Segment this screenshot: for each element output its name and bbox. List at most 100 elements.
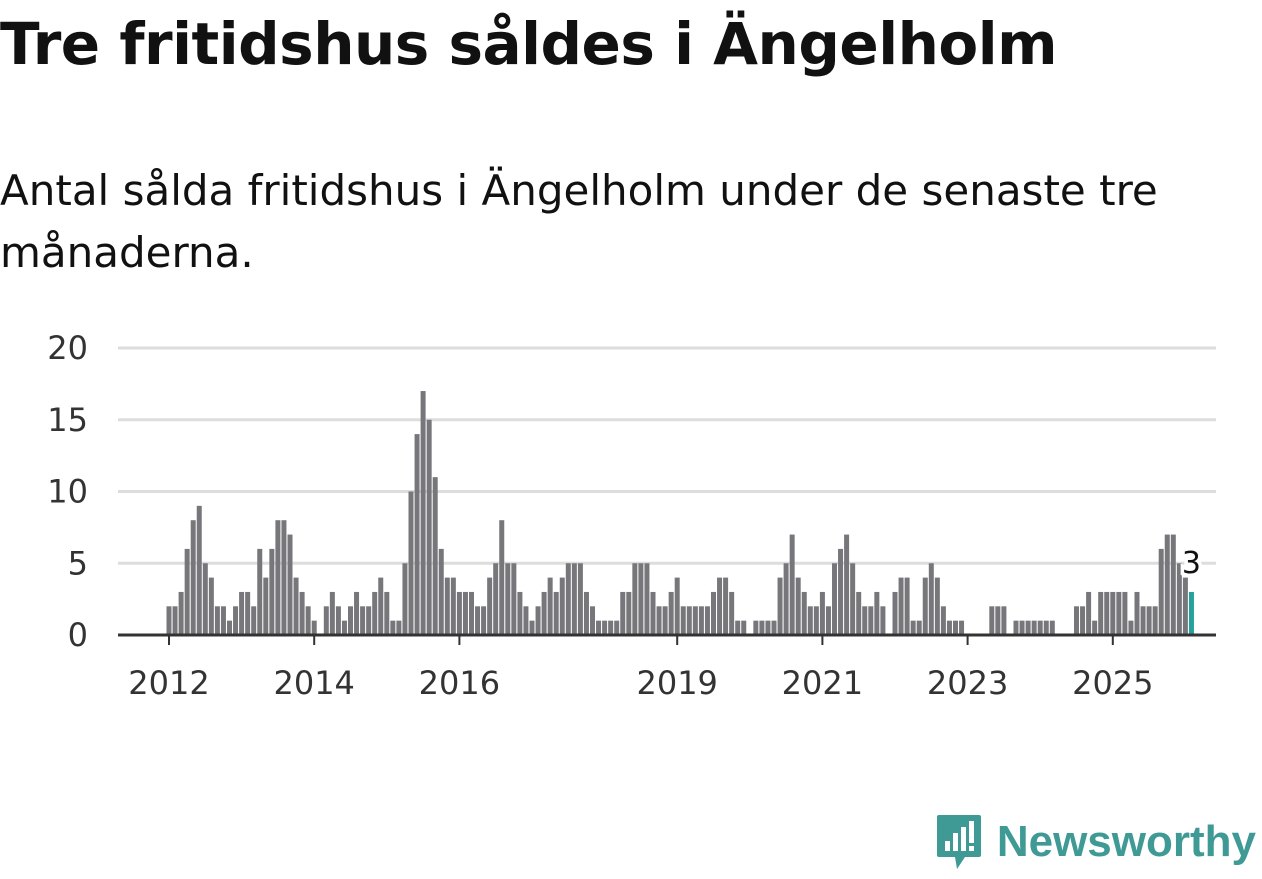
newsworthy-brand: Newsworthy — [935, 813, 1256, 871]
bar — [813, 606, 819, 635]
bar — [692, 606, 698, 635]
bar — [1158, 548, 1164, 635]
highlight-annotation: 3 — [1178, 542, 1204, 584]
bar — [735, 620, 741, 635]
bar — [511, 563, 517, 635]
bar — [571, 563, 577, 635]
bar — [432, 477, 438, 635]
bar — [1043, 620, 1049, 635]
bar — [1025, 620, 1031, 635]
bar — [626, 591, 632, 635]
bar — [341, 620, 347, 635]
bar — [832, 563, 837, 635]
bar — [590, 606, 595, 635]
bar — [771, 620, 777, 635]
bar — [444, 577, 450, 635]
bar — [329, 591, 335, 635]
bar — [680, 606, 686, 635]
bar — [1128, 620, 1134, 635]
bar — [668, 591, 674, 635]
highlight-value-label: 3 — [1182, 546, 1201, 581]
bar — [535, 606, 541, 635]
x-tick-label: 2019 — [636, 664, 717, 702]
bar — [481, 606, 487, 635]
bar — [378, 577, 384, 635]
bar — [583, 591, 589, 635]
bar — [801, 591, 807, 635]
bar — [759, 620, 765, 635]
bar — [469, 591, 474, 635]
bar — [184, 548, 190, 635]
x-tick-label: 2014 — [273, 664, 354, 702]
bar — [190, 520, 196, 635]
bars — [166, 391, 1194, 635]
bar — [632, 563, 638, 635]
bar — [220, 606, 226, 635]
bar — [233, 606, 239, 635]
bar — [402, 563, 408, 635]
bar — [638, 563, 644, 635]
bar — [438, 548, 444, 635]
bar — [1031, 620, 1037, 635]
bar — [517, 591, 523, 635]
bar — [862, 606, 868, 635]
bar — [269, 548, 275, 635]
bar — [1013, 620, 1019, 635]
bar — [922, 577, 928, 635]
bar — [420, 391, 426, 635]
x-tick-label: 2016 — [419, 664, 500, 702]
bar — [698, 606, 704, 635]
bar — [650, 591, 656, 635]
bar — [1049, 620, 1055, 635]
bar — [614, 620, 620, 635]
bar — [898, 577, 904, 635]
bar — [565, 563, 571, 635]
bar — [553, 591, 559, 635]
bar — [1074, 606, 1079, 635]
bar — [335, 606, 341, 635]
bar — [1140, 606, 1146, 635]
x-axis-ticks: 2012 2014 2016 2019 2021 2023 2025 — [128, 635, 1154, 702]
bar — [783, 563, 789, 635]
bar — [1019, 620, 1025, 635]
bar — [989, 606, 995, 635]
bar — [825, 606, 831, 635]
bar — [602, 620, 608, 635]
page-title: Tre fritidshus såldes i Ängelholm — [0, 10, 1058, 78]
bar — [674, 577, 680, 635]
bar — [450, 577, 456, 635]
bar — [227, 620, 232, 635]
bar — [838, 548, 844, 635]
bar — [287, 534, 293, 635]
y-tick-label: 10 — [47, 473, 88, 511]
bar — [1182, 577, 1188, 635]
bar — [819, 591, 825, 635]
y-tick-label: 5 — [68, 544, 88, 582]
bar — [850, 563, 856, 635]
bar — [348, 606, 353, 635]
bar — [1110, 591, 1116, 635]
bar — [717, 577, 723, 635]
bar — [959, 620, 965, 635]
bar — [505, 563, 511, 635]
bar — [910, 620, 916, 635]
bar — [620, 591, 626, 635]
bar — [1176, 563, 1182, 635]
bar — [462, 591, 468, 635]
bar — [577, 563, 583, 635]
bar — [493, 563, 499, 635]
bar — [299, 591, 305, 635]
y-tick-label: 0 — [68, 616, 88, 654]
gridlines — [118, 346, 1216, 565]
bar — [275, 520, 281, 635]
bar — [414, 434, 420, 635]
chart-subtitle: Antal sålda fritidshus i Ängelholm under… — [0, 166, 1158, 277]
bar — [1086, 591, 1092, 635]
bar — [1092, 620, 1098, 635]
bar — [311, 620, 317, 635]
bar — [916, 620, 922, 635]
newsworthy-logo-icon — [936, 815, 981, 869]
bar — [384, 591, 390, 635]
bar — [354, 591, 360, 635]
bar — [1122, 591, 1128, 635]
